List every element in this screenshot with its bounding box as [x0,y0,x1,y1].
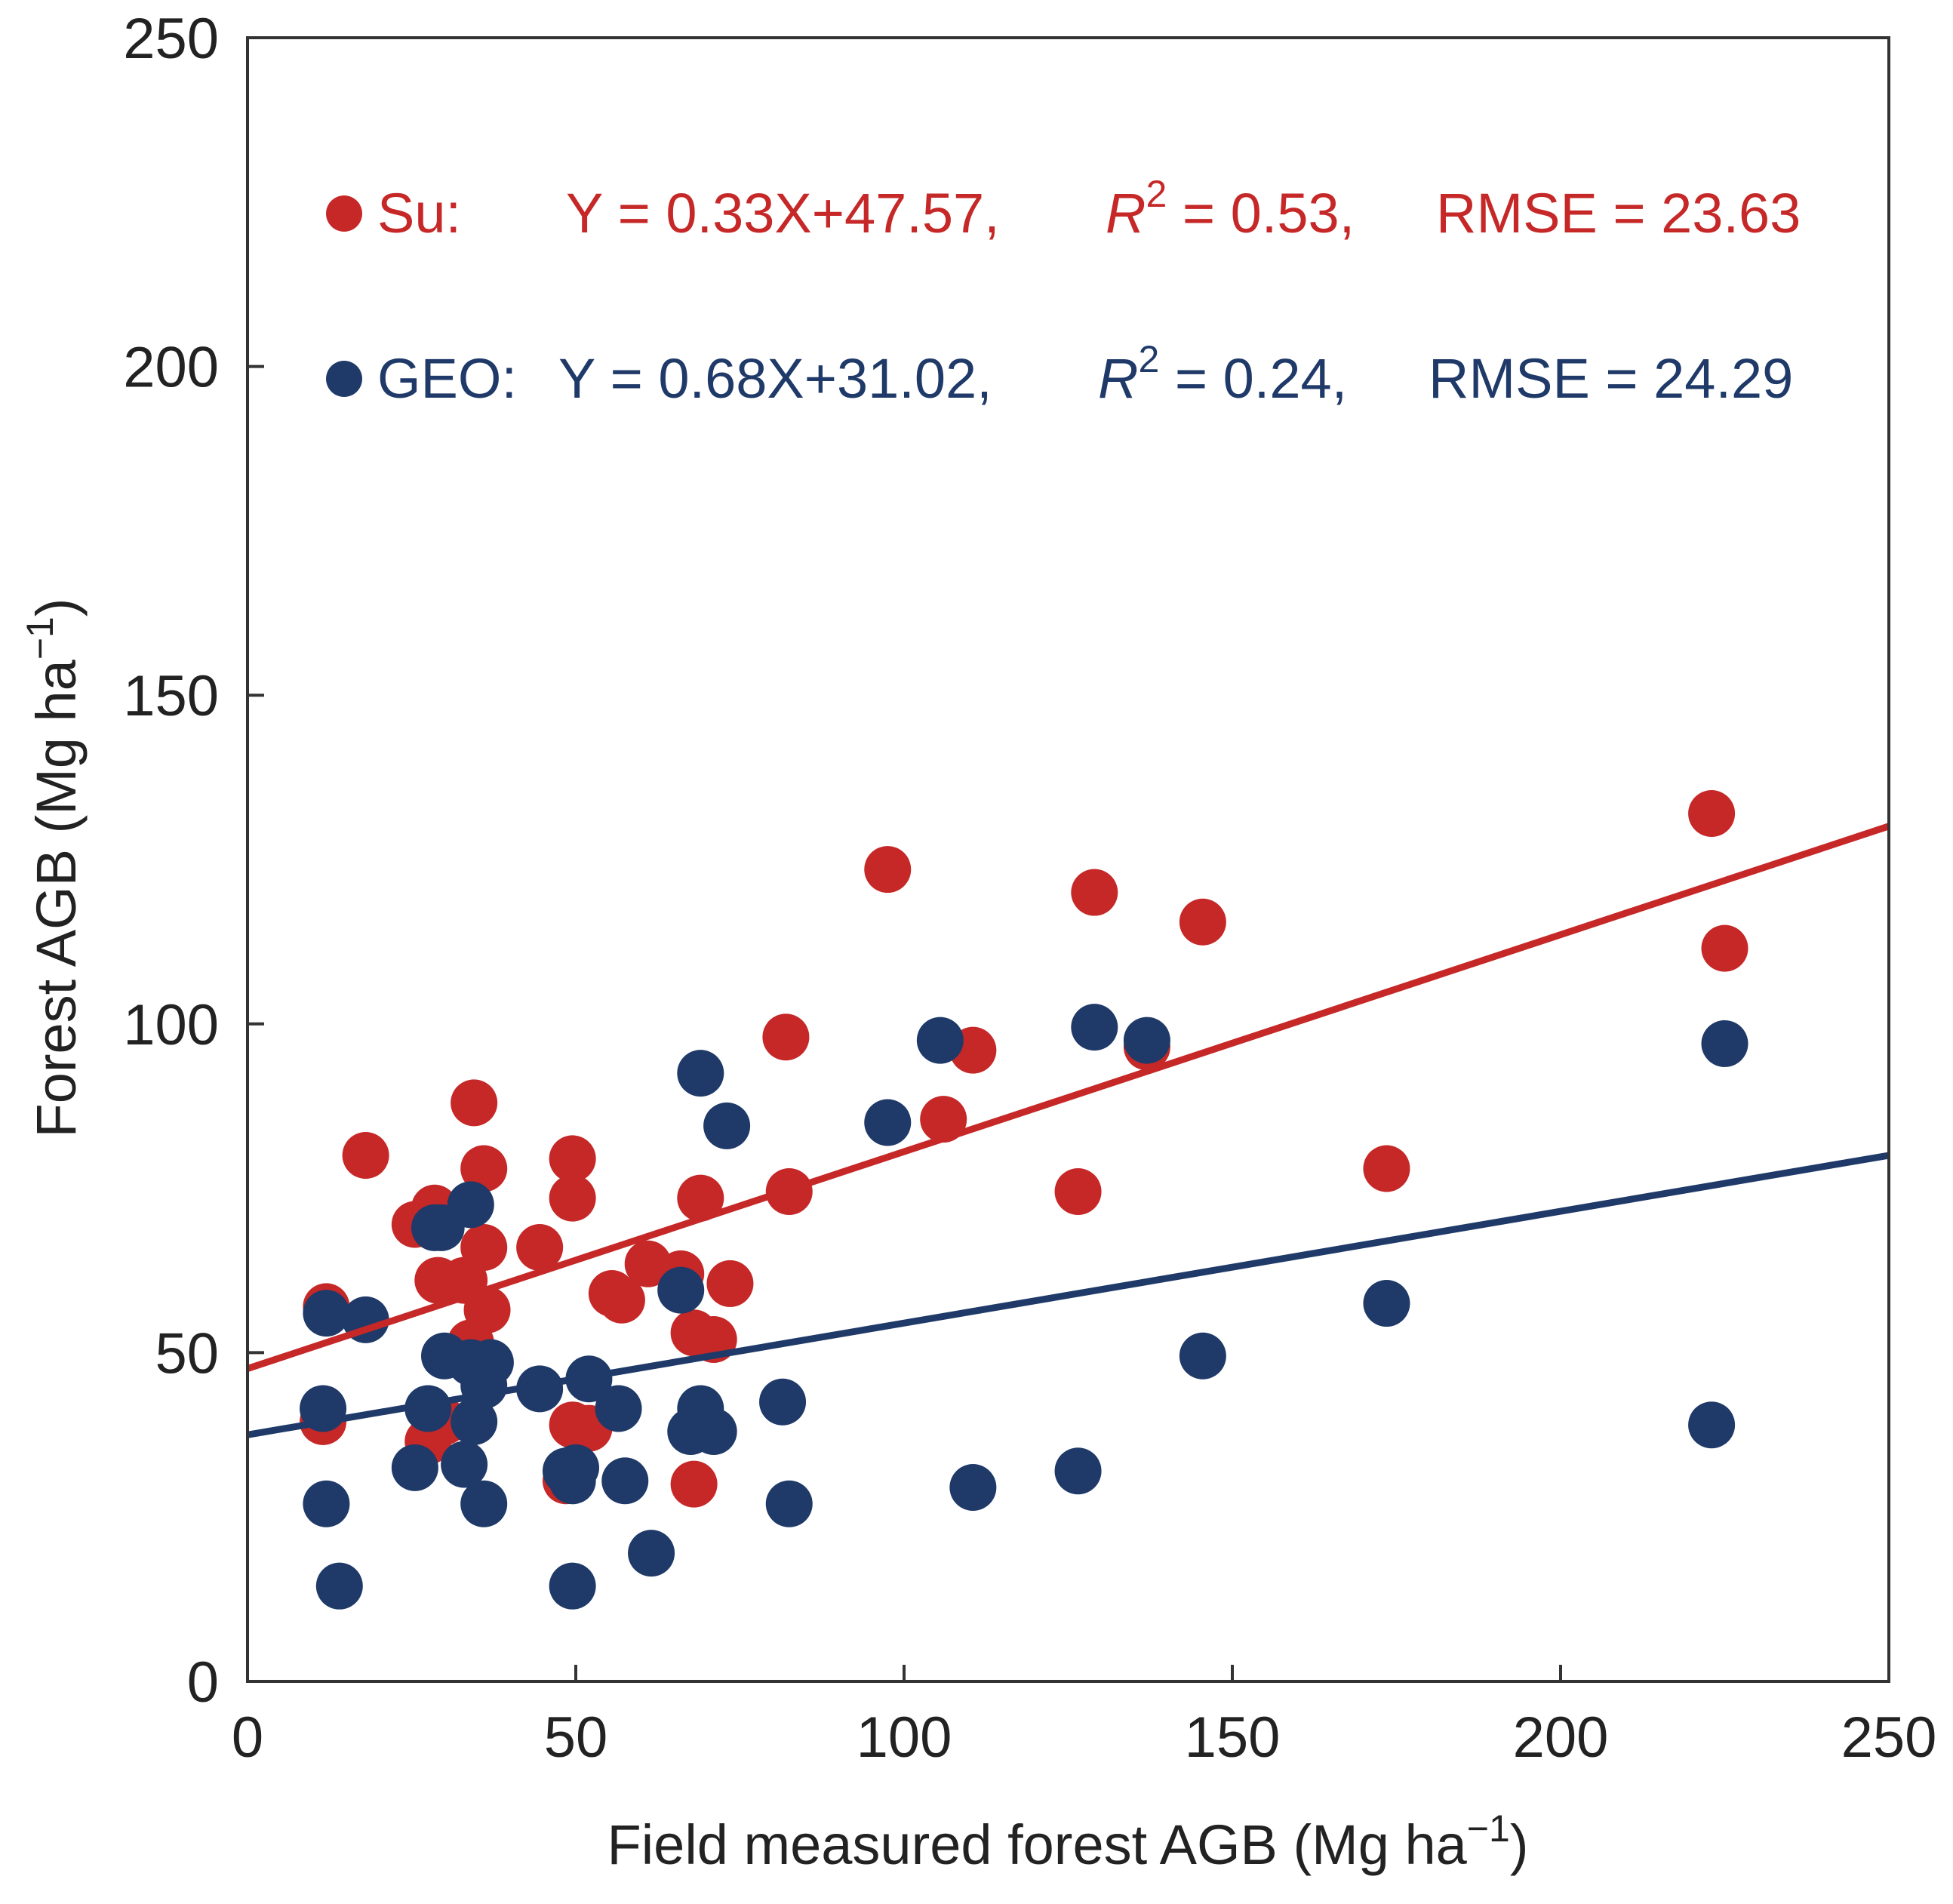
y-tick-label: 0 [187,1650,219,1715]
point-geo [949,1463,997,1511]
x-tick-label: 250 [1841,1706,1937,1770]
point-su [1363,1145,1410,1192]
x-tick-label: 200 [1513,1706,1609,1770]
legend-r2-geo: R2 = 0.24, [1098,338,1347,410]
y-tick-label: 100 [123,993,219,1057]
y-tick-label: 200 [123,336,219,400]
legend-r2-su: R2 = 0.53, [1106,173,1355,245]
x-axis-label-superscript: −1 [1467,1807,1510,1850]
legend-rmse-geo: RMSE = 24.29 [1429,347,1793,410]
x-tick-label: 150 [1185,1706,1281,1770]
y-axis-label-superscript: −1 [19,617,61,660]
point-geo [765,1480,813,1527]
point-geo [1054,1447,1102,1495]
point-su [516,1224,564,1272]
point-su [1701,924,1748,972]
point-su [549,1135,596,1183]
legend-rmse-su: RMSE = 23.63 [1436,182,1801,245]
point-geo [759,1378,807,1426]
series-layer [246,790,1890,1610]
y-tick-label: 250 [123,7,219,71]
x-axis-label: Field measured forest AGB (Mg ha−1) [607,1807,1529,1876]
y-axis-label: Forest AGB (Mg ha−1) [19,598,88,1137]
y-tick-label: 50 [155,1321,219,1386]
point-geo [1123,1017,1170,1064]
point-su [864,846,912,894]
point-geo [516,1365,564,1413]
fit-line-geo [247,1152,1890,1438]
point-su [1071,869,1118,916]
point-su [460,1145,508,1192]
point-geo [303,1290,350,1337]
point-geo [690,1407,737,1455]
point-geo [404,1385,452,1432]
axis-ticks: 0 50 100 150 200 250 0 50 100 150 200 250 [123,7,1936,1770]
legend-label-geo: GEO: [377,347,517,410]
legend-equation-su: Y = 0.33X+47.57, [566,182,1000,245]
y-tick-label: 150 [123,664,219,728]
point-su [670,1460,718,1508]
legend-entry-su: Su: Y = 0.33X+47.57, R2 = 0.53, RMSE = 2… [326,173,1801,245]
point-su [677,1174,724,1222]
plot-frame [246,36,1890,1683]
point-geo [460,1480,508,1527]
point-su [342,1132,389,1180]
point-su [1054,1167,1102,1215]
point-su [706,1260,754,1307]
legend-marker-su [326,195,362,232]
point-su [1688,790,1736,838]
point-geo [628,1530,675,1577]
point-geo [657,1266,705,1314]
point-geo [552,1444,599,1491]
point-geo [601,1457,649,1505]
point-geo [595,1385,642,1432]
point-su [762,1014,810,1061]
x-tick-label: 50 [544,1706,608,1770]
point-geo [1179,1332,1226,1380]
point-su [1179,898,1226,946]
x-tick-label: 100 [857,1706,952,1770]
point-geo [916,1017,964,1064]
legend-marker-geo [326,361,362,397]
point-su [549,1174,596,1222]
point-geo [451,1398,498,1445]
legend-entry-geo: GEO: Y = 0.68X+31.02, R2 = 0.24, RMSE = … [326,338,1793,410]
point-geo [549,1562,596,1610]
point-geo [703,1102,751,1149]
point-su [920,1096,967,1143]
point-geo [315,1562,363,1610]
point-geo [1363,1280,1410,1327]
point-su [598,1276,645,1324]
legend: Su: Y = 0.33X+47.57, R2 = 0.53, RMSE = 2… [326,173,1801,410]
point-su [451,1079,498,1127]
point-geo [1688,1401,1736,1449]
legend-equation-geo: Y = 0.68X+31.02, [558,347,992,410]
legend-label-su: Su: [377,182,461,245]
point-su [460,1224,508,1272]
point-su [463,1286,511,1333]
point-geo [466,1339,514,1386]
point-geo [391,1444,438,1491]
series-su [300,790,1748,1508]
series-geo [300,1004,1748,1610]
point-geo [864,1099,912,1146]
point-geo [447,1181,494,1229]
point-geo [303,1480,350,1527]
point-geo [1701,1020,1748,1067]
x-tick-label: 0 [232,1706,263,1770]
point-geo [677,1050,724,1097]
point-geo [441,1441,488,1488]
point-geo [1071,1004,1118,1051]
fit-line-su [246,823,1890,1372]
